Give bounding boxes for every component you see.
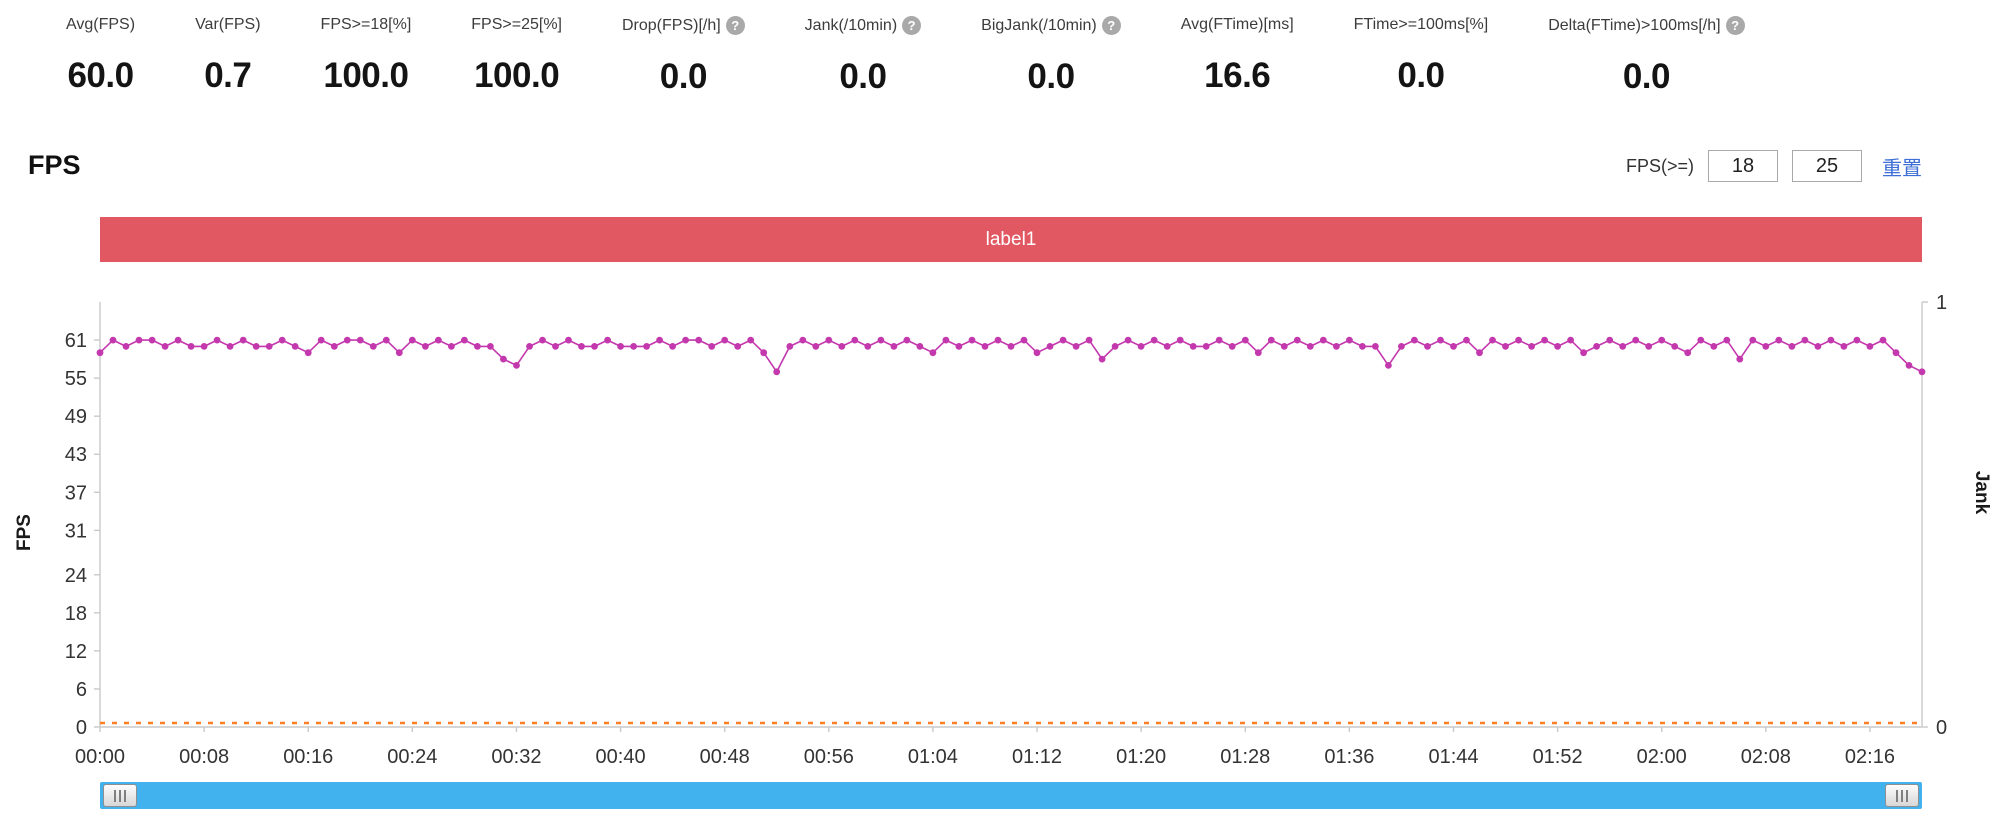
help-icon[interactable]: ? [1101, 16, 1121, 35]
svg-text:FPS: FPS [14, 514, 35, 551]
svg-text:02:16: 02:16 [1845, 746, 1895, 768]
label-banner: label1 [100, 217, 1922, 262]
metric-label-row: Var(FPS) [195, 16, 260, 34]
svg-text:0: 0 [76, 717, 87, 739]
section-title: FPS [28, 150, 81, 180]
svg-text:01:20: 01:20 [1116, 746, 1166, 768]
metric-value: 0.0 [659, 57, 708, 96]
metric: FTime>=100ms[%] 0.0 [1324, 8, 1519, 96]
svg-text:00:48: 00:48 [700, 746, 750, 768]
svg-text:01:52: 01:52 [1533, 746, 1583, 768]
metric: BigJank(/10min) ? 0.0 [951, 8, 1151, 97]
metric-label-row: BigJank(/10min) ? [981, 16, 1121, 35]
fps-threshold-input-low[interactable] [1708, 150, 1778, 182]
metric-value: 0.7 [204, 56, 252, 95]
metric-label: FTime>=100ms[%] [1353, 16, 1489, 33]
metric-label: FPS>=25[%] [471, 16, 562, 33]
svg-text:00:56: 00:56 [804, 746, 854, 768]
svg-text:01:36: 01:36 [1324, 746, 1374, 768]
svg-text:01:28: 01:28 [1220, 746, 1270, 768]
metric-label-row: Delta(FTime)>100ms[/h] ? [1548, 16, 1745, 35]
svg-text:24: 24 [65, 565, 87, 587]
svg-text:1: 1 [1936, 292, 1947, 314]
metric-value: 0.0 [1027, 57, 1075, 96]
metric-label-row: Drop(FPS)[/h] ? [622, 16, 745, 35]
svg-text:31: 31 [65, 520, 87, 542]
svg-text:00:24: 00:24 [387, 746, 437, 768]
metric-label: Avg(FTime)[ms] [1180, 16, 1294, 33]
metric: Var(FPS) 0.7 [165, 8, 290, 96]
svg-text:Jank: Jank [1971, 471, 1992, 515]
metric-value: 100.0 [474, 56, 560, 95]
svg-text:00:08: 00:08 [179, 746, 229, 768]
svg-text:00:32: 00:32 [491, 746, 541, 768]
metric-value: 100.0 [323, 56, 409, 95]
timeline-scrollbar[interactable] [100, 782, 1922, 809]
svg-text:01:44: 01:44 [1428, 746, 1478, 768]
svg-text:18: 18 [65, 603, 87, 625]
scrollbar-right-handle[interactable] [1885, 784, 1919, 807]
metric-label-row: Avg(FTime)[ms] [1181, 16, 1294, 34]
fps-threshold-label: FPS(>=) [1625, 155, 1694, 176]
help-icon[interactable]: ? [1725, 16, 1745, 35]
svg-text:00:16: 00:16 [283, 746, 333, 768]
metric: Jank(/10min) ? 0.0 [775, 8, 951, 97]
svg-text:00:00: 00:00 [75, 746, 125, 768]
reset-link[interactable]: 重置 [1882, 157, 1922, 180]
metric-label-row: Jank(/10min) ? [804, 16, 922, 35]
svg-text:12: 12 [65, 641, 87, 663]
help-icon[interactable]: ? [902, 16, 922, 35]
metric: FPS>=25[%] 100.0 [441, 8, 592, 96]
svg-text:02:00: 02:00 [1637, 746, 1687, 768]
metric: Avg(FPS) 60.0 [36, 8, 165, 96]
metric-value: 60.0 [67, 56, 134, 95]
metric-label: Var(FPS) [195, 16, 261, 33]
svg-text:01:04: 01:04 [908, 746, 958, 768]
metric: FPS>=18[%] 100.0 [291, 8, 442, 96]
metric-label: Jank(/10min) [804, 16, 898, 34]
scrollbar-left-handle[interactable] [103, 784, 137, 807]
metric-label: Avg(FPS) [66, 16, 136, 33]
svg-text:61: 61 [65, 330, 87, 352]
metric-value: 0.0 [1397, 56, 1445, 95]
grip-icon [114, 789, 126, 802]
metric-label: Drop(FPS)[/h] [621, 16, 721, 34]
svg-text:02:08: 02:08 [1741, 746, 1791, 768]
metric: Delta(FTime)>100ms[/h] ? 0.0 [1518, 8, 1774, 97]
metric-label-row: FPS>=18[%] [321, 16, 412, 34]
help-icon[interactable]: ? [725, 16, 745, 35]
svg-text:37: 37 [65, 482, 87, 504]
metric-label-row: Avg(FPS) [66, 16, 135, 34]
svg-text:6: 6 [76, 679, 87, 701]
metrics-header: Avg(FPS) 60.0 Var(FPS) 0.7 FPS>=18[%] 10… [36, 8, 2000, 97]
metric-label: BigJank(/10min) [981, 16, 1097, 34]
metric-label: Delta(FTime)>100ms[/h] [1548, 16, 1721, 34]
metric: Avg(FTime)[ms] 16.6 [1151, 8, 1324, 96]
svg-text:43: 43 [65, 444, 87, 466]
svg-text:00:40: 00:40 [596, 746, 646, 768]
fps-threshold-input-high[interactable] [1792, 150, 1862, 182]
svg-text:01:12: 01:12 [1012, 746, 1062, 768]
fps-threshold-controls: FPS(>=) 重置 [1626, 150, 1922, 182]
metric-label-row: FTime>=100ms[%] [1354, 16, 1489, 34]
metric-label-row: FPS>=25[%] [471, 16, 562, 34]
fps-chart-svg[interactable]: 61 55 49 43 37 31 24 18 12 6 0 1 0 00:00 00:08 00:16 00:… [0, 290, 2000, 780]
metric: Drop(FPS)[/h] ? 0.0 [592, 8, 775, 97]
svg-text:0: 0 [1936, 717, 1947, 739]
metric-value: 16.6 [1204, 56, 1271, 95]
svg-text:49: 49 [65, 406, 87, 428]
grip-icon [1896, 789, 1908, 802]
metric-value: 0.0 [1622, 57, 1671, 96]
metric-label: FPS>=18[%] [320, 16, 412, 33]
svg-text:55: 55 [65, 368, 87, 390]
metric-value: 0.0 [839, 57, 887, 96]
